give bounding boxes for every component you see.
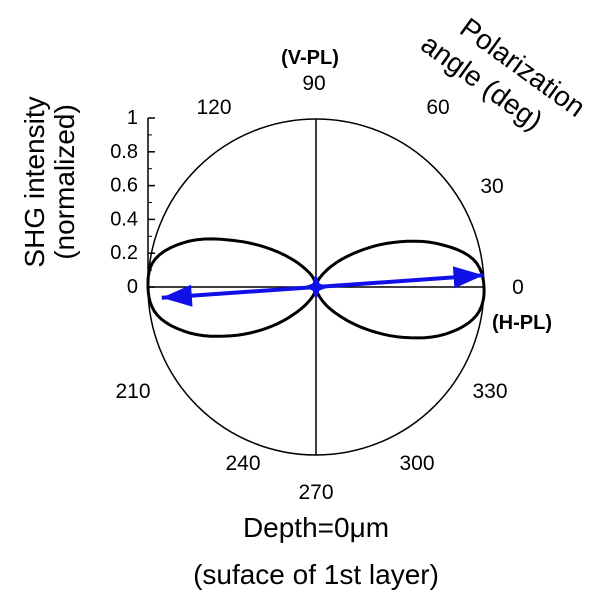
data-point [188,332,191,334]
radial-tick-label: 0.8 [110,141,138,163]
angle-tick-label: 30 [480,175,503,198]
data-point [335,261,338,264]
angle-tick-label: 300 [399,452,434,475]
angle-tick-label: 330 [472,380,507,403]
angle-tick-label: 120 [196,96,231,119]
radial-axis-label-line: (normalized) [49,104,80,260]
data-point [475,314,478,317]
data-point [188,240,191,242]
data-point [311,275,313,277]
radial-tick-label: 0.4 [110,208,138,230]
data-point [340,315,342,318]
data-point [305,268,307,271]
data-point [270,248,272,250]
polarization-arrow-head [161,284,193,307]
data-point [472,258,475,261]
data-point [154,257,157,260]
radial-axis-label: SHG intensity (normalized) [19,96,80,267]
angle-tick-label: 210 [115,380,150,403]
data-point [323,271,326,274]
data-point [235,240,237,242]
data-point [291,314,294,317]
data-point [230,334,233,337]
radial-tick-label: 0.6 [110,175,138,197]
data-point [326,305,328,307]
angle-tick-label: 90 [302,72,325,95]
radial-tick-label: 0 [127,276,138,298]
radial-tick-label: 1 [127,107,138,129]
v-pl-label: (V-PL) [281,47,339,69]
data-point [311,295,314,298]
radial-tick-label: 0.2 [110,242,138,264]
data-point [147,286,149,288]
data-point [402,336,405,339]
caption-line: Depth=0μm [243,512,389,543]
center-marker [303,274,329,300]
data-point [392,241,394,244]
data-point [357,250,360,253]
data-point [266,327,268,329]
data-point [292,259,295,261]
angle-tick-label: 60 [426,96,449,119]
angle-tick-label: 240 [225,452,260,475]
data-point [444,333,447,335]
arrow-layer [161,266,484,307]
angle-tick-label: 270 [298,481,333,504]
data-point [435,242,437,245]
data-point [318,278,320,280]
data-point [318,295,321,298]
polarization-arrow-head [452,266,484,289]
h-pl-label: (H-PL) [492,312,552,334]
angle-tick-label: 0 [512,276,524,299]
data-point [483,286,485,288]
caption-line: (suface of 1st layer) [193,559,439,590]
radial-axis-label-line: SHG intensity [19,96,50,267]
data-point [305,303,307,306]
data-point [156,314,158,316]
label-layer: 0 0.2 0.4 0.6 0.8 1 0 30 60 90 120 210 240 270 300 330 (… [19,12,592,590]
data-point [365,328,368,330]
